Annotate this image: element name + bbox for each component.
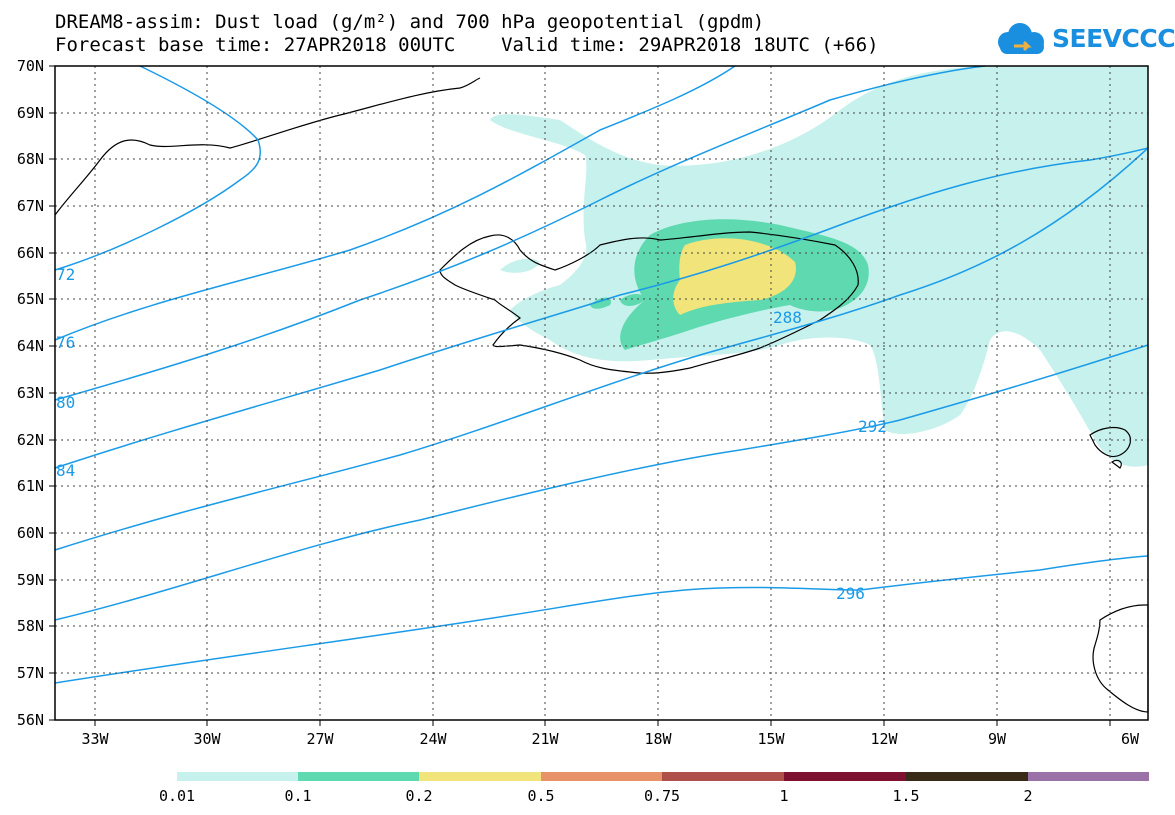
lat-label: 63N bbox=[17, 384, 44, 402]
contour-label-80: 80 bbox=[56, 393, 75, 412]
colorbar-swatch bbox=[541, 772, 662, 781]
logo-text: SEEVCCC bbox=[1052, 24, 1175, 53]
lat-label: 62N bbox=[17, 431, 44, 449]
colorbar-swatch bbox=[784, 772, 906, 781]
lat-label: 60N bbox=[17, 524, 44, 542]
lon-label: 18W bbox=[644, 730, 672, 748]
contour-label-76: 76 bbox=[56, 333, 75, 352]
contour-label-292: 292 bbox=[858, 417, 887, 436]
lon-label: 27W bbox=[306, 730, 334, 748]
lat-label: 69N bbox=[17, 104, 44, 122]
geopotential-contours bbox=[54, 65, 1149, 684]
chart-subtitle: Forecast base time: 27APR2018 00UTC Vali… bbox=[55, 34, 879, 56]
colorbar-swatch bbox=[662, 772, 784, 781]
lat-label: 70N bbox=[17, 57, 44, 75]
lon-label: 9W bbox=[988, 730, 1007, 748]
lon-label: 15W bbox=[757, 730, 785, 748]
lat-label: 66N bbox=[17, 244, 44, 262]
lon-label: 21W bbox=[531, 730, 559, 748]
lat-label: 56N bbox=[17, 711, 44, 729]
latitude-labels: 70N 69N 68N 67N 66N 65N 64N 63N 62N 61N … bbox=[17, 57, 44, 729]
contour-label-288: 288 bbox=[773, 308, 802, 327]
longitude-labels: 33W 30W 27W 24W 21W 18W 15W 12W 9W 6W bbox=[81, 730, 1140, 748]
lon-label: 6W bbox=[1121, 730, 1140, 748]
lat-label: 64N bbox=[17, 337, 44, 355]
chart-title: DREAM8-assim: Dust load (g/m²) and 700 h… bbox=[55, 11, 765, 33]
graticule bbox=[55, 66, 1148, 720]
colorbar-label: 0.01 bbox=[159, 787, 195, 805]
lon-label: 33W bbox=[81, 730, 109, 748]
colorbar-label: 0.1 bbox=[284, 787, 311, 805]
colorbar-swatch bbox=[298, 772, 419, 781]
lat-label: 67N bbox=[17, 197, 44, 215]
colorbar: 0.01 0.1 0.2 0.5 0.75 1 1.5 2 bbox=[159, 772, 1149, 805]
lon-label: 24W bbox=[419, 730, 447, 748]
colorbar-label: 1 bbox=[779, 787, 788, 805]
colorbar-label: 0.5 bbox=[527, 787, 554, 805]
colorbar-swatch bbox=[906, 772, 1028, 781]
colorbar-swatch bbox=[1028, 772, 1149, 781]
contour-label-296: 296 bbox=[836, 584, 865, 603]
cloud-icon bbox=[998, 23, 1044, 54]
coastline-iceland bbox=[439, 231, 859, 374]
colorbar-label: 0.2 bbox=[405, 787, 432, 805]
colorbar-label: 2 bbox=[1023, 787, 1032, 805]
contour-label-84: 84 bbox=[56, 461, 75, 480]
colorbar-label: 0.75 bbox=[644, 787, 680, 805]
seevccc-logo bbox=[998, 23, 1044, 54]
coastline-faroe bbox=[1089, 426, 1132, 469]
contour-label-72: 72 bbox=[56, 265, 75, 284]
colorbar-swatch bbox=[177, 772, 298, 781]
coastline-greenland bbox=[54, 77, 481, 216]
lon-label: 12W bbox=[870, 730, 898, 748]
coastline-scotland bbox=[1092, 604, 1149, 713]
colorbar-label: 1.5 bbox=[892, 787, 919, 805]
dust-high-area bbox=[673, 238, 796, 315]
lat-label: 68N bbox=[17, 150, 44, 168]
lat-label: 57N bbox=[17, 664, 44, 682]
colorbar-swatch bbox=[419, 772, 541, 781]
lon-label: 30W bbox=[193, 730, 221, 748]
lat-label: 58N bbox=[17, 617, 44, 635]
lat-label: 65N bbox=[17, 290, 44, 308]
lat-label: 61N bbox=[17, 477, 44, 495]
lat-label: 59N bbox=[17, 571, 44, 589]
